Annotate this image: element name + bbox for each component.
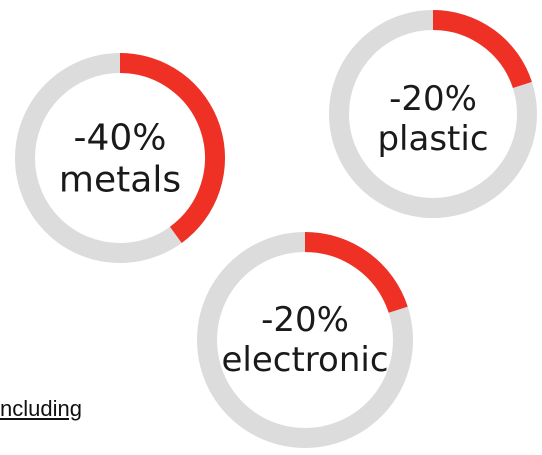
metals-ring-slice: [119, 53, 225, 243]
electronic-category: electronic: [221, 340, 389, 380]
metals-ring-label: -40% metals: [59, 118, 181, 203]
plastic-category: plastic: [377, 119, 489, 159]
electronic-ring-slice: [304, 232, 408, 314]
electronic-ring-label: -20% electronic: [221, 300, 388, 380]
metals-category: metals: [58, 160, 182, 201]
electronic-percent: -20%: [261, 299, 349, 340]
plastic-ring-slice: [432, 10, 532, 89]
plastic-ring-label: -20% plastic: [377, 79, 488, 159]
plastic-percent: -20%: [389, 78, 477, 119]
footnote-link-text[interactable]: ncluding: [0, 396, 82, 421]
metals-percent: -40%: [73, 117, 167, 159]
